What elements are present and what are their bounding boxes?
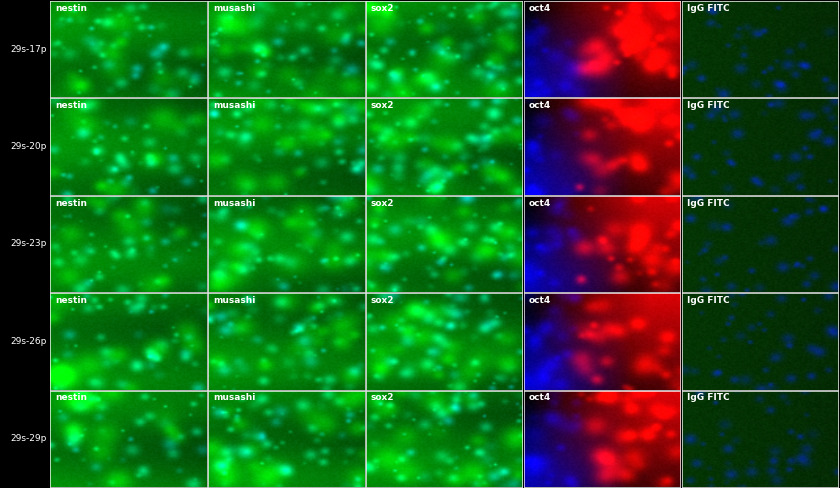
Text: musashi: musashi: [213, 296, 255, 305]
Text: nestin: nestin: [55, 199, 87, 208]
Text: nestin: nestin: [55, 296, 87, 305]
Text: sox2: sox2: [371, 296, 395, 305]
Text: IgG FITC: IgG FITC: [687, 4, 729, 13]
Text: IgG FITC: IgG FITC: [687, 102, 729, 110]
Text: oct4: oct4: [529, 199, 551, 208]
Text: musashi: musashi: [213, 102, 255, 110]
Text: sox2: sox2: [371, 4, 395, 13]
Text: oct4: oct4: [529, 296, 551, 305]
Text: nestin: nestin: [55, 393, 87, 403]
Text: IgG FITC: IgG FITC: [687, 199, 729, 208]
Text: sox2: sox2: [371, 393, 395, 403]
Text: sox2: sox2: [371, 199, 395, 208]
Text: 29s-26p: 29s-26p: [11, 337, 47, 346]
Text: IgG FITC: IgG FITC: [687, 393, 729, 403]
Text: nestin: nestin: [55, 4, 87, 13]
Text: nestin: nestin: [55, 102, 87, 110]
Text: 29s-29p: 29s-29p: [11, 434, 47, 443]
Text: sox2: sox2: [371, 102, 395, 110]
Text: musashi: musashi: [213, 199, 255, 208]
Text: oct4: oct4: [529, 4, 551, 13]
Text: 29s-20p: 29s-20p: [11, 142, 47, 151]
Text: oct4: oct4: [529, 393, 551, 403]
Text: 29s-23p: 29s-23p: [11, 240, 47, 248]
Text: IgG FITC: IgG FITC: [687, 296, 729, 305]
Text: 29s-17p: 29s-17p: [11, 45, 47, 54]
Text: musashi: musashi: [213, 4, 255, 13]
Text: oct4: oct4: [529, 102, 551, 110]
Text: musashi: musashi: [213, 393, 255, 403]
